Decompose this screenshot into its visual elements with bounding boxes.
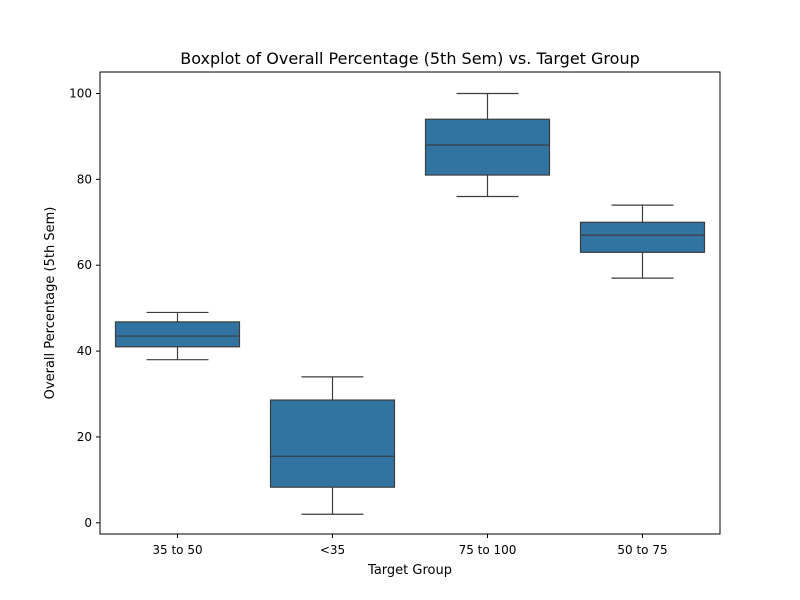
- box: [579, 221, 706, 253]
- box: [269, 399, 396, 488]
- y-tick-label: 80: [77, 172, 92, 186]
- y-tick-label: 100: [69, 86, 92, 100]
- box: [424, 118, 551, 176]
- box: [114, 321, 241, 348]
- x-axis-label: Target Group: [367, 563, 452, 578]
- y-tick-label: 60: [77, 258, 92, 272]
- x-tick-label: 75 to 100: [459, 543, 517, 557]
- plot-frame: [99, 71, 721, 535]
- y-tick-label: 0: [84, 516, 92, 530]
- chart-title: Boxplot of Overall Percentage (5th Sem) …: [180, 49, 639, 68]
- x-tick-label: 35 to 50: [152, 543, 202, 557]
- y-axis-label: Overall Percentage (5th Sem): [43, 207, 58, 400]
- y-tick-label: 20: [77, 430, 92, 444]
- x-tick-label: 50 to 75: [617, 543, 667, 557]
- x-tick-label: <35: [320, 543, 345, 557]
- y-tick-label: 40: [77, 344, 92, 358]
- plot-area: 0 20 40 60 80 100 35 to 50 <35 75 to 100 50 to 75: [69, 86, 706, 557]
